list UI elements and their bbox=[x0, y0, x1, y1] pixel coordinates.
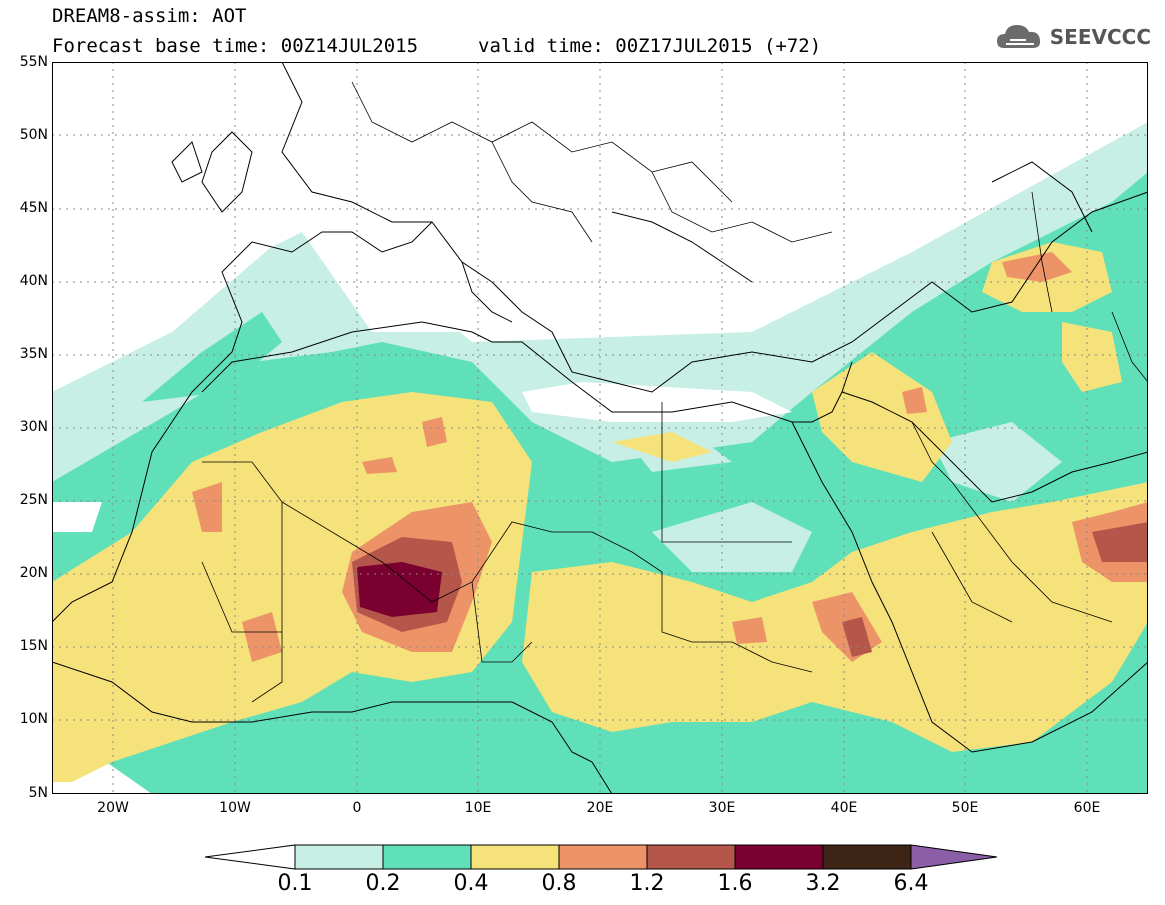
lat-label: 10N bbox=[19, 711, 48, 727]
lat-label: 30N bbox=[19, 419, 48, 435]
map-frame bbox=[52, 62, 1148, 794]
lat-label: 35N bbox=[19, 346, 48, 362]
colorbar-lower-arrow bbox=[205, 844, 296, 870]
colorbar-swatch bbox=[646, 844, 736, 870]
lon-label: 10W bbox=[219, 800, 251, 816]
cloud-icon bbox=[996, 25, 1040, 48]
lat-label: 5N bbox=[28, 785, 48, 801]
lat-label: 45N bbox=[19, 200, 48, 216]
lat-label: 15N bbox=[19, 638, 48, 654]
colorbar-label: 0.1 bbox=[277, 871, 313, 896]
lat-label: 20N bbox=[19, 565, 48, 581]
colorbar bbox=[205, 844, 998, 870]
lat-label: 25N bbox=[19, 492, 48, 508]
forecast-base-time: Forecast base time: 00Z14JUL2015 bbox=[52, 35, 419, 57]
lon-label: 0 bbox=[352, 800, 362, 816]
lon-label: 50E bbox=[951, 800, 979, 816]
colorbar-label: 3.2 bbox=[805, 871, 841, 896]
colorbar-label: 1.6 bbox=[717, 871, 753, 896]
colorbar-label: 0.2 bbox=[365, 871, 401, 896]
lon-label: 40E bbox=[830, 800, 858, 816]
colorbar-swatch bbox=[382, 844, 472, 870]
colorbar-swatch bbox=[822, 844, 912, 870]
lon-label: 60E bbox=[1073, 800, 1101, 816]
seevccc-logo: SEEVCCC bbox=[996, 22, 1151, 52]
valid-time: valid time: 00Z17JUL2015 (+72) bbox=[478, 35, 822, 57]
aot-map bbox=[52, 62, 1148, 794]
lon-label: 10E bbox=[464, 800, 492, 816]
colorbar-label: 6.4 bbox=[893, 871, 929, 896]
coastlines bbox=[52, 62, 1148, 794]
colorbar-label: 0.8 bbox=[541, 871, 577, 896]
lon-label: 20W bbox=[97, 800, 129, 816]
colorbar-label: 0.4 bbox=[453, 871, 489, 896]
colorbar-swatch bbox=[734, 844, 824, 870]
colorbar-upper-arrow bbox=[910, 844, 998, 870]
lon-label: 20E bbox=[586, 800, 614, 816]
logo-text: SEEVCCC bbox=[1049, 25, 1151, 49]
chart-title: DREAM8-assim: AOT bbox=[52, 5, 247, 27]
colorbar-swatch bbox=[294, 844, 384, 870]
colorbar-swatch bbox=[470, 844, 560, 870]
aot-contour-1.6 bbox=[357, 562, 442, 617]
lat-label: 40N bbox=[19, 273, 48, 289]
lat-label: 55N bbox=[19, 54, 48, 70]
colorbar-label: 1.2 bbox=[629, 871, 665, 896]
lat-label: 50N bbox=[19, 127, 48, 143]
lon-label: 30E bbox=[708, 800, 736, 816]
colorbar-swatch bbox=[558, 844, 648, 870]
country-borders bbox=[201, 81, 1148, 703]
